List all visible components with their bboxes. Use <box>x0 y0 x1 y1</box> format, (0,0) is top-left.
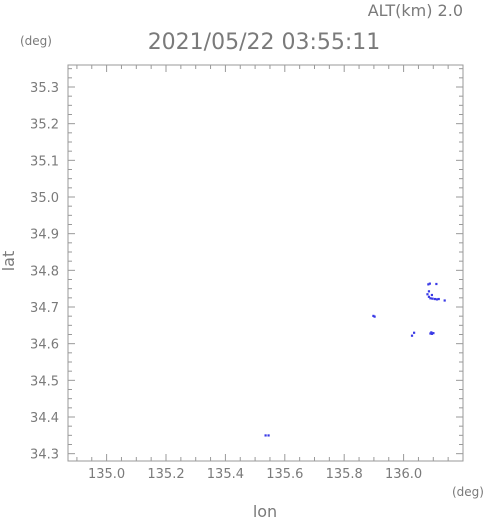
y-tick-label: 34.9 <box>30 228 59 243</box>
data-point <box>426 293 429 296</box>
x-tick-label: 135.2 <box>147 467 184 482</box>
y-tick-label: 34.6 <box>30 338 59 353</box>
data-point <box>373 315 376 318</box>
data-point <box>430 332 434 335</box>
data-point <box>432 332 435 335</box>
y-tick-label: 34.5 <box>30 374 59 389</box>
x-tick-label: 135.4 <box>207 467 244 482</box>
y-tick-label: 35.1 <box>30 154 59 169</box>
data-point <box>435 298 439 301</box>
y-tick-label: 34.3 <box>30 448 59 463</box>
data-point <box>431 297 434 300</box>
data-points <box>264 282 446 437</box>
y-tick-label: 34.8 <box>30 264 59 279</box>
y-tick-label: 34.7 <box>30 301 59 316</box>
x-tick-label: 135.6 <box>266 467 303 482</box>
plot-frame <box>67 64 464 462</box>
data-point <box>427 295 431 298</box>
x-axis-ticks: 135.0 135.2 135.4 135.6 135.8 136.0 <box>76 65 464 482</box>
x-tick-label: 135.8 <box>326 467 363 482</box>
x-axis-label: lon <box>253 502 277 521</box>
data-point <box>435 282 438 286</box>
data-point <box>427 290 431 293</box>
chart-title-datetime: 2021/05/22 03:55:11 <box>148 30 381 55</box>
data-point <box>428 282 431 285</box>
data-point <box>443 299 446 302</box>
x-tick-label: 135.0 <box>88 467 125 482</box>
data-point <box>430 331 433 334</box>
y-tick-label: 35.0 <box>30 191 59 206</box>
y-tick-label: 35.3 <box>30 81 59 96</box>
x-tick-label: 136.0 <box>385 467 422 482</box>
data-point <box>433 297 436 301</box>
y-tick-label: 35.2 <box>30 118 59 133</box>
data-point <box>264 434 267 437</box>
data-point <box>427 283 430 286</box>
data-point <box>437 297 440 301</box>
data-point <box>430 293 434 297</box>
altitude-label: ALT(km) 2.0 <box>368 1 463 20</box>
data-point <box>267 434 270 437</box>
data-point <box>429 297 432 300</box>
y-tick-label: 34.4 <box>30 411 59 426</box>
data-point <box>410 334 414 337</box>
y-axis-unit: (deg) <box>20 34 52 48</box>
y-axis-label: lat <box>0 251 18 272</box>
data-point <box>412 331 416 334</box>
x-axis-unit: (deg) <box>452 485 484 499</box>
data-point <box>372 314 375 317</box>
y-axis-ticks: 34.3 34.4 34.5 34.6 34.7 34.8 34.9 35.0 35.1 35.2… <box>30 68 463 463</box>
